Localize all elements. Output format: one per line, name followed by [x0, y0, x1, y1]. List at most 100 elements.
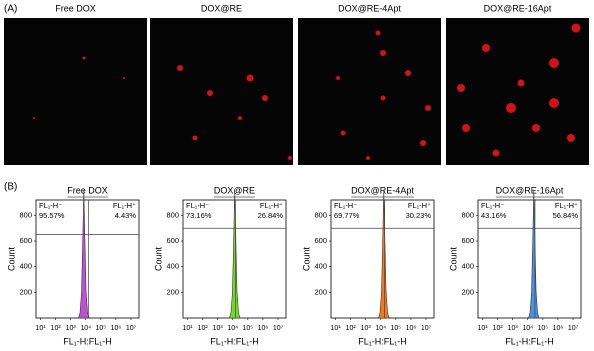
x-tick-label: 10³ — [361, 325, 372, 332]
x-tick-label: 10⁷ — [421, 325, 432, 332]
x-axis-label: FL₁-H:FL₁-H — [505, 336, 554, 346]
gate-percent: 30.23% — [406, 211, 432, 220]
panel-label: (B) — [4, 182, 17, 193]
y-tick-label: 200 — [461, 287, 474, 296]
cell — [262, 95, 268, 101]
cell — [420, 140, 426, 146]
gate-label: FL₁-H⁺ — [260, 201, 283, 210]
cell — [192, 135, 198, 141]
y-tick-label: 600 — [461, 236, 474, 245]
x-tick-label: 10³ — [508, 325, 519, 332]
panel-label: (A) — [4, 4, 17, 15]
cell — [506, 103, 516, 113]
cell — [482, 44, 490, 52]
x-tick-label: 10⁶ — [258, 325, 269, 332]
x-tick-label: 10¹ — [330, 325, 341, 332]
x-tick-label: 10¹ — [35, 325, 46, 332]
gate-label: FL₁-H⁺ — [555, 201, 578, 210]
x-tick-label: 10¹ — [182, 325, 193, 332]
cell — [457, 84, 465, 92]
cell — [288, 156, 292, 160]
histogram-area — [229, 189, 241, 319]
image-title: Free DOX — [55, 3, 96, 13]
x-tick-label: 10² — [346, 325, 357, 332]
y-tick-label: 800 — [314, 210, 327, 219]
y-tick-label: 200 — [166, 287, 179, 296]
x-tick-label: 10⁶ — [553, 325, 564, 332]
x-tick-label: 10⁵ — [242, 325, 253, 332]
gate-percent: 95.57% — [39, 211, 65, 220]
cell — [462, 124, 470, 132]
chart-title: DOX@RE-16Apt — [496, 185, 564, 195]
micrograph — [150, 18, 293, 165]
x-axis-label: FL₁-H:FL₁-H — [210, 336, 259, 346]
y-axis-label: Count — [6, 247, 16, 272]
cell — [207, 90, 213, 96]
x-tick-label: 10⁵ — [95, 325, 106, 332]
gate-percent: 26.84% — [258, 211, 284, 220]
x-tick-label: 10² — [493, 325, 504, 332]
cell — [177, 65, 183, 71]
y-tick-label: 800 — [166, 210, 179, 219]
cell — [336, 76, 340, 80]
histogram-area — [78, 189, 90, 319]
cell — [380, 95, 386, 101]
x-tick-label: 10⁴ — [375, 325, 386, 332]
image-title: DOX@RE-4Apt — [338, 3, 401, 13]
cell — [425, 105, 431, 111]
chart-title: DOX@RE-4Apt — [351, 185, 414, 195]
gate-label: FL₁-H⁻ — [186, 201, 209, 210]
cell — [405, 70, 411, 76]
histogram-area — [378, 189, 390, 319]
y-tick-label: 600 — [166, 236, 179, 245]
cell — [366, 156, 370, 160]
gate-label: FL₁-H⁺ — [408, 201, 431, 210]
x-tick-label: 10⁴ — [522, 325, 533, 332]
x-tick-label: 10⁷ — [568, 325, 579, 332]
gate-percent: 73.16% — [186, 211, 212, 220]
y-tick-label: 600 — [314, 236, 327, 245]
micrograph — [298, 18, 441, 165]
x-tick-label: 10⁷ — [126, 325, 137, 332]
cell — [380, 50, 386, 56]
y-tick-label: 400 — [19, 262, 32, 271]
x-tick-label: 10⁵ — [390, 325, 401, 332]
cell — [375, 30, 381, 36]
y-tick-label: 400 — [166, 262, 179, 271]
gate-label: FL₁-H⁻ — [39, 201, 62, 210]
cell — [571, 23, 581, 33]
micrograph — [446, 18, 589, 165]
y-tick-label: 200 — [19, 287, 32, 296]
y-tick-label: 400 — [314, 262, 327, 271]
gate-label: FL₁-H⁻ — [334, 201, 357, 210]
gate-label: FL₁-H⁺ — [113, 201, 136, 210]
x-tick-label: 10⁶ — [111, 325, 122, 332]
x-tick-label: 10³ — [213, 325, 224, 332]
x-axis-label: FL₁-H:FL₁-H — [358, 336, 407, 346]
y-axis-label: Count — [301, 247, 311, 272]
x-tick-label: 10¹ — [477, 325, 488, 332]
gate-label: FL₁-H⁻ — [481, 201, 504, 210]
cell — [123, 77, 125, 79]
cell — [549, 58, 559, 68]
x-tick-label: 10⁴ — [80, 325, 91, 332]
y-axis-label: Count — [448, 247, 458, 272]
x-tick-label: 10⁴ — [227, 325, 238, 332]
cell — [82, 56, 86, 60]
chart-title: Free DOX — [67, 185, 108, 195]
cell — [549, 98, 559, 108]
x-axis-label: FL₁-H:FL₁-H — [63, 336, 112, 346]
histogram-area — [528, 189, 540, 319]
x-tick-label: 10⁷ — [273, 325, 284, 332]
x-tick-label: 10⁵ — [537, 325, 548, 332]
cell — [532, 124, 540, 132]
gate-percent: 56.84% — [553, 211, 579, 220]
cell — [517, 79, 525, 87]
cell — [246, 74, 254, 82]
y-tick-label: 800 — [461, 210, 474, 219]
image-title: DOX@RE-16Apt — [484, 3, 552, 13]
x-tick-label: 10³ — [66, 325, 77, 332]
cell — [492, 149, 500, 157]
cell — [238, 116, 242, 120]
